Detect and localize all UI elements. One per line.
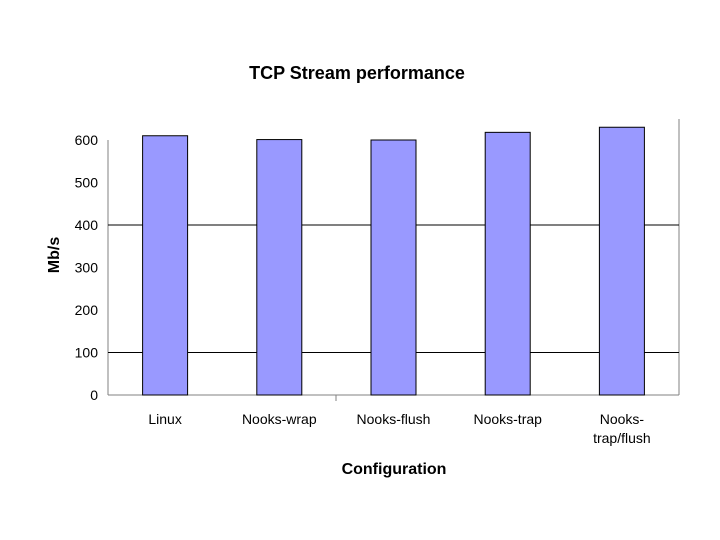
y-tick-label: 100	[75, 345, 99, 361]
y-tick-label: 400	[75, 217, 99, 233]
plot-area: 0 100 200 300 400 500 600 Linux Nooks-wrap Nooks…	[75, 119, 680, 446]
x-tick-label: trap/flush	[593, 430, 651, 446]
y-axis-title: Mb/s	[46, 237, 63, 274]
y-tick-label: 200	[75, 302, 99, 318]
bars	[142, 126, 645, 396]
bar	[256, 139, 303, 396]
y-tick-label: 300	[75, 260, 99, 276]
bar	[598, 126, 645, 396]
y-tick-label: 600	[75, 132, 99, 148]
bar	[142, 135, 189, 396]
x-tick-label: Linux	[148, 411, 181, 427]
y-tick-label: 500	[75, 175, 99, 191]
x-tick-label: Nooks-flush	[357, 411, 431, 427]
bar	[484, 131, 531, 396]
bar	[370, 139, 417, 396]
x-tick-label: Nooks-trap	[473, 411, 542, 427]
y-tick-label: 0	[90, 387, 98, 403]
y-axis-ticks: 0 100 200 300 400 500 600	[75, 132, 99, 403]
x-axis-ticks: Linux Nooks-wrap Nooks-flush Nooks-trap Nook…	[148, 395, 651, 446]
x-tick-label: Nooks-wrap	[242, 411, 317, 427]
x-axis-title: Configuration	[342, 461, 447, 478]
chart-title: TCP Stream performance	[249, 63, 465, 83]
x-tick-label: Nooks-	[600, 411, 645, 427]
